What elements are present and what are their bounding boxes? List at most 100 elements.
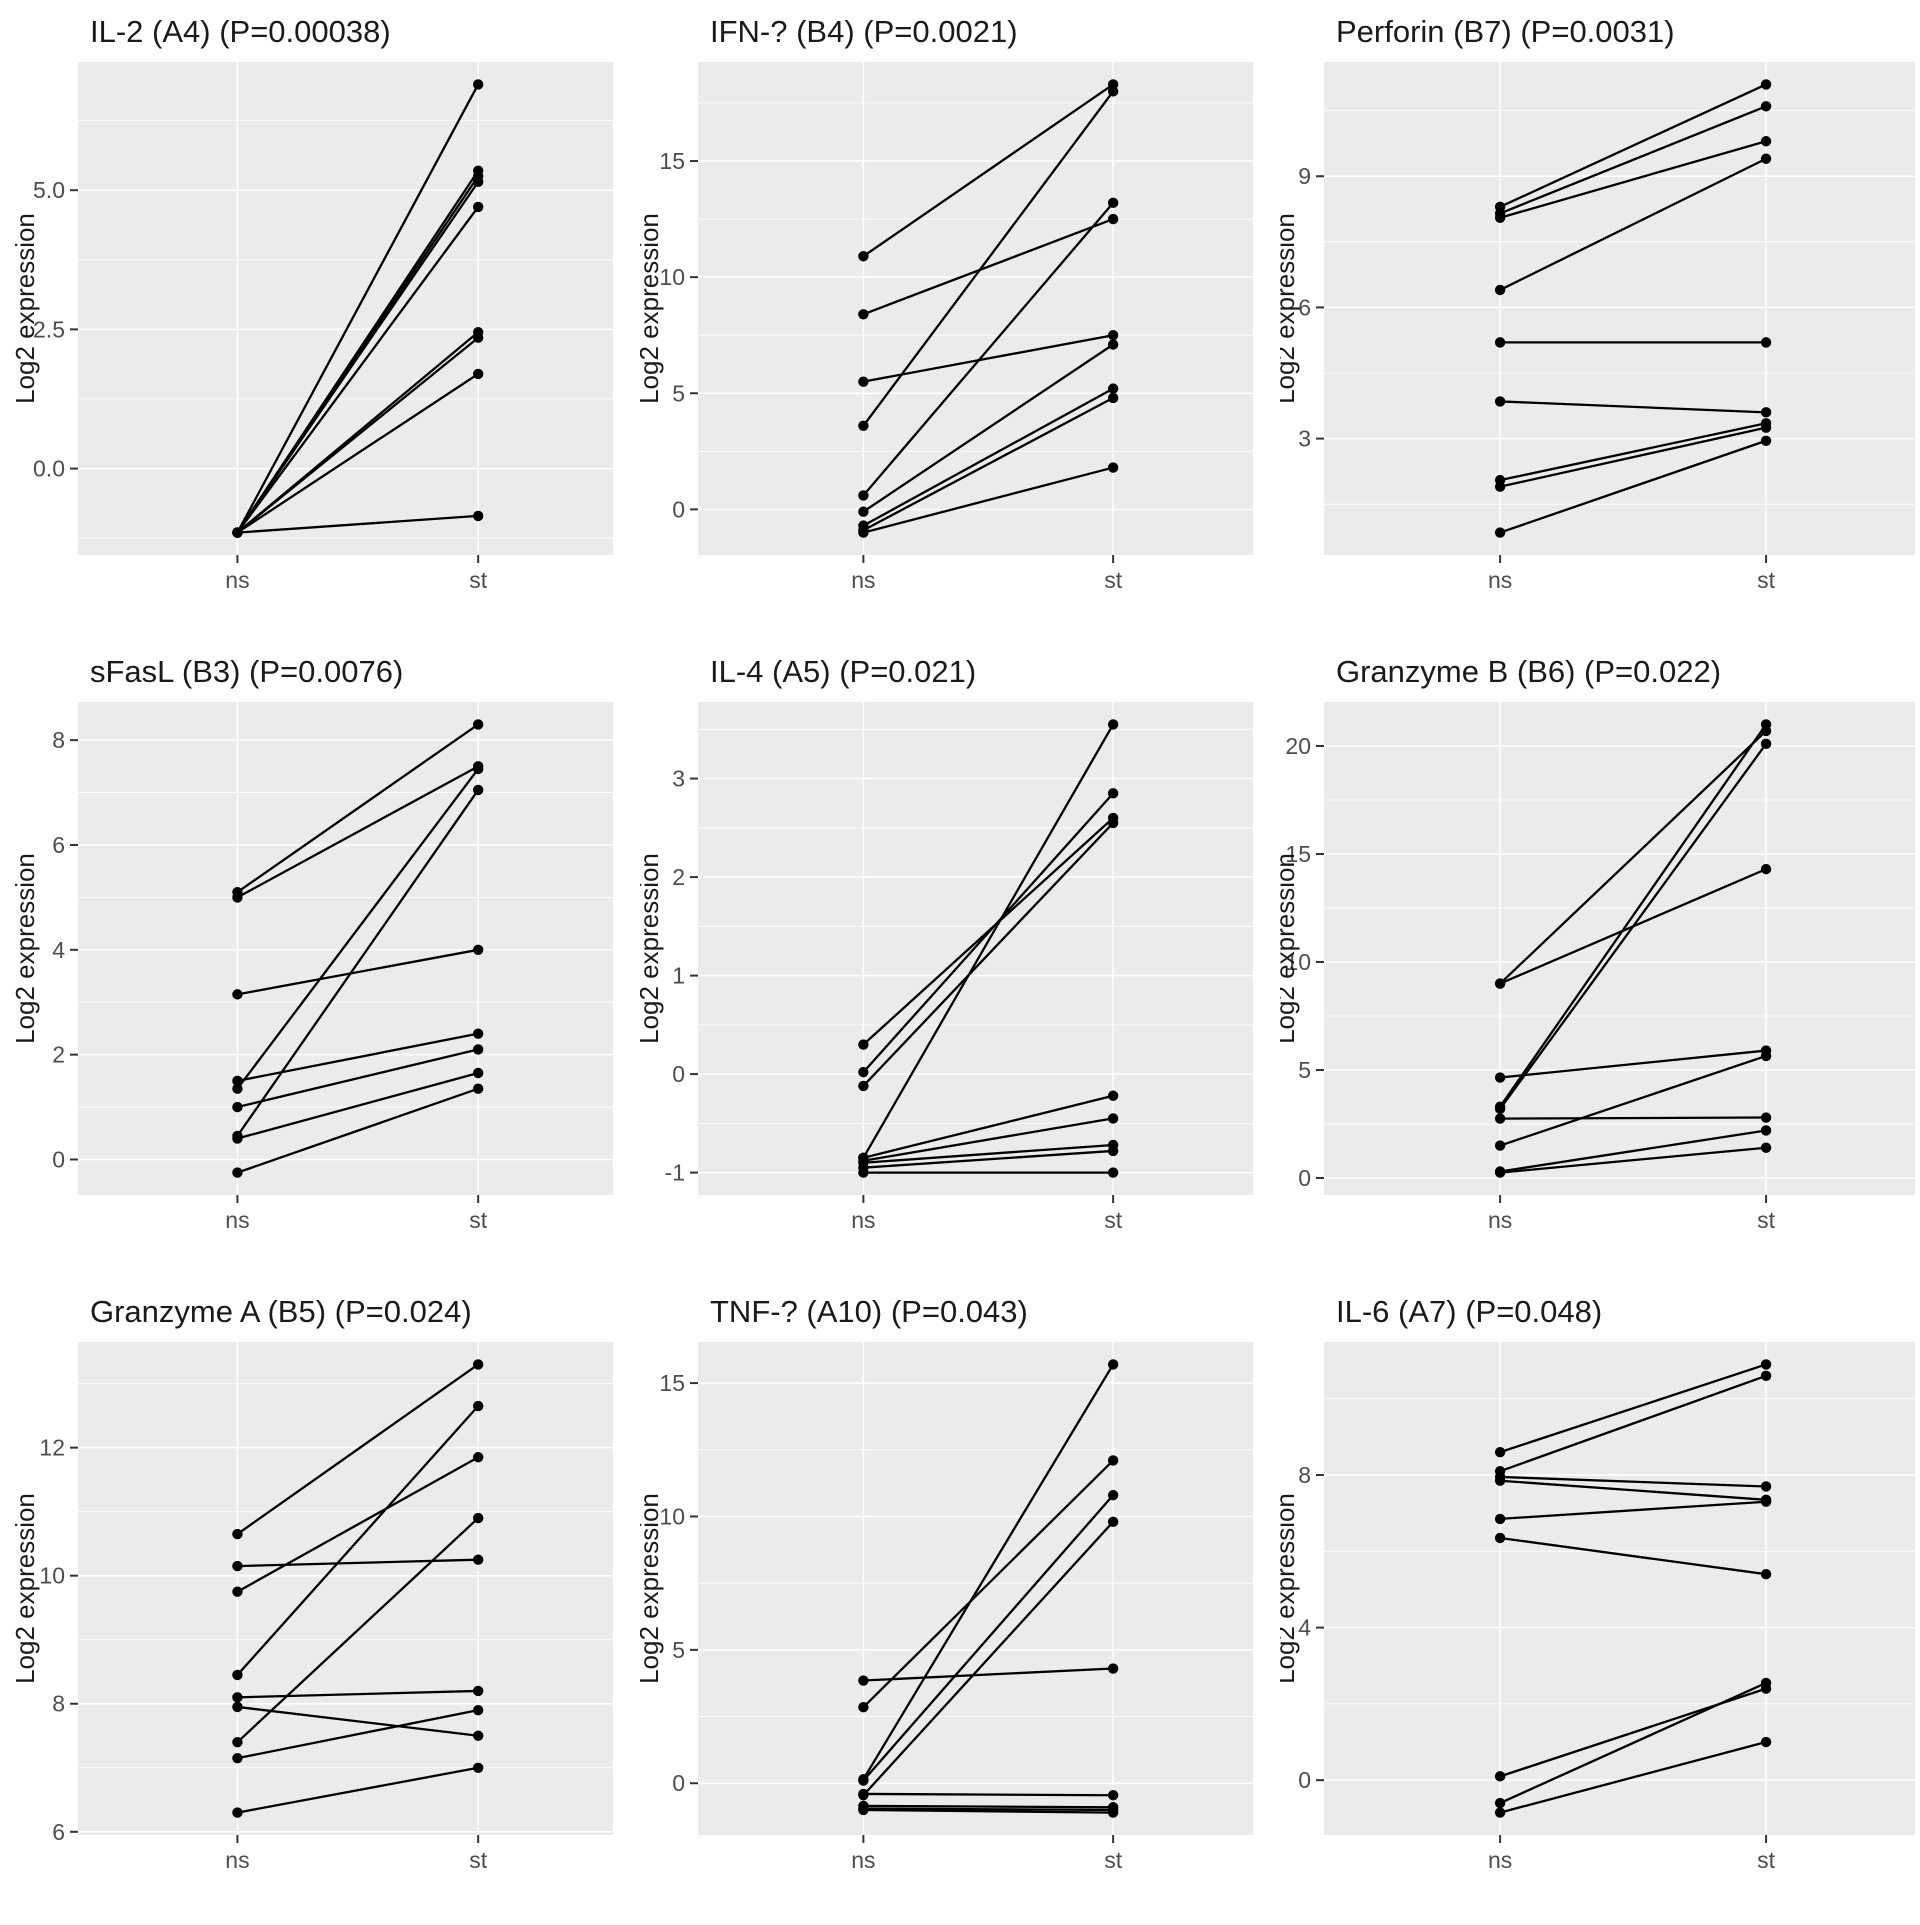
data-point-st	[1760, 1050, 1772, 1062]
pair-line	[863, 466, 1114, 534]
data-point-ns	[858, 251, 869, 262]
pair-line	[1500, 1500, 1767, 1521]
data-point-st	[472, 784, 484, 796]
y-tick-label: 12	[39, 1435, 65, 1461]
y-tick-label: 10	[1285, 949, 1311, 975]
panel-background	[698, 1342, 1253, 1835]
pair-line	[237, 1709, 479, 1760]
data-point-ns	[858, 1039, 869, 1050]
pair-line	[237, 1048, 479, 1109]
data-point-st	[472, 1730, 484, 1741]
data-point-ns	[1494, 337, 1506, 348]
y-tick-label: 5	[672, 1637, 685, 1663]
y-axis-title: Log2 expression	[1280, 213, 1300, 404]
pair-line	[236, 83, 480, 534]
y-tick-label: 2.5	[33, 316, 65, 342]
pair-line	[1499, 1740, 1767, 1814]
y-axis-title: Log2 expression	[10, 1493, 40, 1684]
data-point-st	[472, 944, 484, 956]
data-point-ns	[232, 1736, 243, 1748]
data-point-st	[472, 1067, 484, 1079]
data-point-ns	[232, 1692, 243, 1703]
data-point-st	[1760, 337, 1772, 348]
pair-line	[237, 514, 479, 534]
pair-line	[1500, 1116, 1767, 1120]
data-point-st	[1107, 1663, 1119, 1674]
y-tick-label: 8	[1298, 1462, 1311, 1488]
data-point-ns	[858, 1080, 869, 1092]
pair-line	[863, 1667, 1114, 1682]
pair-line	[862, 817, 1114, 1046]
pair-line	[1499, 439, 1767, 534]
x-tick-label: st	[1757, 1207, 1776, 1233]
y-tick-label: 2	[672, 864, 685, 890]
subplot-perforin: 3 6 9 ns st Perforin (B7) (P=0.0031) Log2 expr…	[1270, 0, 1920, 640]
pair-line	[236, 765, 479, 899]
data-point-ns	[1494, 212, 1506, 223]
data-point-st	[472, 1512, 484, 1524]
data-point-ns	[858, 1804, 869, 1816]
data-point-st	[1107, 213, 1119, 225]
data-point-st	[1760, 1481, 1772, 1492]
data-point-ns	[1494, 1797, 1506, 1809]
x-tick-label: ns	[1488, 1847, 1512, 1873]
data-point-st	[1760, 863, 1772, 875]
data-point-ns	[858, 1066, 869, 1078]
subplot-il2: 0.0 2.5 5.0 ns st IL-2 (A4) (P=0.00038) Log2 e…	[0, 0, 640, 640]
pair-line	[1500, 1475, 1767, 1488]
data-point-st	[472, 1359, 484, 1370]
data-point-st	[472, 1028, 484, 1039]
pair-line	[1500, 400, 1767, 414]
y-tick-label: 0	[1298, 1165, 1311, 1191]
x-tick-label: st	[1104, 1847, 1123, 1873]
pair-line	[236, 372, 479, 534]
data-point-ns	[1494, 527, 1506, 538]
x-tick-label: st	[1104, 567, 1123, 593]
panel-title: TNF-? (A10) (P=0.043)	[710, 1294, 1028, 1329]
data-point-st	[1107, 1113, 1119, 1124]
data-point-st	[1760, 1736, 1772, 1748]
pair-line	[236, 1363, 479, 1536]
y-tick-label: 15	[659, 1370, 685, 1396]
data-point-st	[1107, 719, 1119, 730]
pair-line	[862, 1521, 1114, 1797]
data-point-ns	[232, 1586, 243, 1597]
plot-svg: 3 6 9 ns st Perforin (B7) (P=0.0031) Log2 expr…	[1270, 14, 1915, 593]
data-point-ns	[232, 1167, 243, 1178]
data-point-st	[1107, 788, 1119, 799]
y-tick-label: 5	[672, 380, 685, 406]
pair-line	[1499, 426, 1767, 488]
data-point-st	[472, 1704, 484, 1716]
data-point-ns	[1494, 1140, 1506, 1151]
y-tick-label: 0	[52, 1146, 65, 1172]
x-tick-label: st	[469, 567, 488, 593]
data-point-st	[1107, 1167, 1119, 1178]
x-tick-label: st	[469, 1207, 488, 1233]
pair-line	[236, 1517, 479, 1744]
data-point-st	[1107, 339, 1119, 350]
pair-line	[1499, 105, 1767, 215]
data-point-st	[1107, 1090, 1119, 1101]
data-point-ns	[232, 1528, 243, 1540]
data-point-st	[1107, 1790, 1119, 1801]
subplot-granzyme-a: 6 8 10 12 ns st Granzyme A (B5) (P=0.024) Log2 …	[0, 1280, 640, 1920]
data-point-st	[1107, 197, 1119, 209]
subplot-il4: -1 0 1 2 3 ns st IL-4 (A5) (P=0.021) Log2 expres…	[634, 640, 1280, 1280]
pair-line	[862, 218, 1114, 316]
data-point-ns	[1494, 1513, 1506, 1525]
data-point-ns	[1494, 1475, 1506, 1486]
panel-title: Granzyme B (B6) (P=0.022)	[1336, 654, 1721, 689]
data-point-ns	[232, 892, 243, 903]
pair-line	[863, 1807, 1114, 1812]
pair-line	[1499, 140, 1767, 219]
y-tick-label: 9	[1298, 163, 1311, 189]
panel-title: IFN-? (B4) (P=0.0021)	[710, 14, 1018, 49]
data-point-st	[1107, 1359, 1119, 1370]
panel-background	[78, 1342, 613, 1835]
pair-line	[863, 1804, 1114, 1809]
pair-line	[862, 387, 1114, 527]
pair-line	[236, 336, 479, 534]
x-tick-label: ns	[1488, 567, 1512, 593]
data-point-st	[472, 510, 484, 522]
